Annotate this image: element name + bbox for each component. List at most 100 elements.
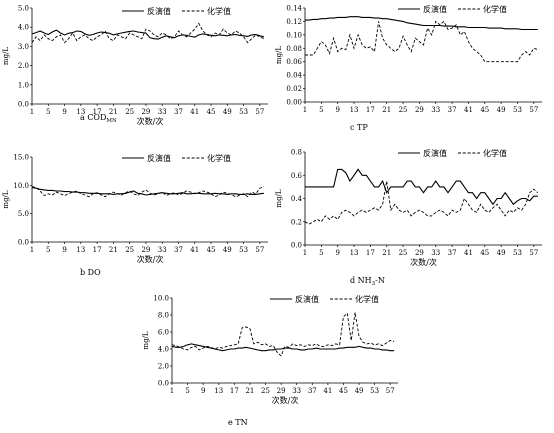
y-tick-label: 0.06 <box>286 58 302 66</box>
series-line-inversion <box>305 168 538 206</box>
x-tick-label: 9 <box>62 108 66 116</box>
legend: 反演值 化学值 <box>398 148 507 158</box>
x-tick-label: 37 <box>174 246 183 254</box>
x-tick-label: 29 <box>141 246 150 254</box>
panel-caption: e TN <box>228 418 248 427</box>
panel-caption: b DO <box>80 268 101 277</box>
panel-caption: c TP <box>350 123 368 132</box>
x-tick-label: 29 <box>277 387 286 395</box>
x-tick-label: 57 <box>255 246 264 254</box>
x-axis-label: 次数/次 <box>137 116 164 126</box>
series-line-chemical <box>31 22 265 44</box>
panel-caption: d NH3-N <box>350 276 385 287</box>
y-tick-label: 8.0 <box>158 312 169 320</box>
x-tick-label: 33 <box>158 246 167 254</box>
x-tick-label: 45 <box>480 249 489 257</box>
y-axis-label: mg/L <box>2 47 10 65</box>
legend: 反演值 化学值 <box>398 4 507 14</box>
x-tick-label: 25 <box>399 249 408 257</box>
x-tick-label: 5 <box>46 246 50 254</box>
x-tick-label: 9 <box>335 106 339 114</box>
x-tick-label: 9 <box>201 387 205 395</box>
x-tick-label: 17 <box>93 246 102 254</box>
x-tick-label: 17 <box>230 387 239 395</box>
panel-caption: a CODMN <box>80 113 117 124</box>
legend-label-inversion: 反演值 <box>423 148 447 158</box>
x-tick-label: 53 <box>513 106 522 114</box>
caption-subscript: MN <box>106 118 117 124</box>
caption-subscript: 3 <box>372 281 376 287</box>
legend-label-chemical: 化学值 <box>483 4 507 14</box>
y-tick-label: 0.6 <box>291 172 303 180</box>
x-tick-label: 57 <box>255 108 264 116</box>
x-tick-label: 33 <box>431 249 440 257</box>
y-axis-label: mg/L <box>2 190 10 208</box>
x-tick-label: 21 <box>245 387 254 395</box>
x-tick-label: 1 <box>303 106 307 114</box>
caption-letter: d <box>350 276 358 285</box>
x-tick-label: 45 <box>207 108 216 116</box>
y-tick-label: 0.04 <box>286 72 302 80</box>
y-tick-label: 0.8 <box>291 149 302 157</box>
y-tick-label: 5.0 <box>18 210 29 218</box>
y-tick-label: 4.0 <box>158 346 169 354</box>
y-tick-label: 0.0 <box>291 242 302 250</box>
chart-a: 0.0 1.0 2.0 3.0 4.0 5.0 1 5 9 13 17 21 25 29 33 37 41 45 4… <box>2 5 268 126</box>
x-tick-label: 45 <box>480 106 489 114</box>
legend: 反演值 化学值 <box>122 6 231 16</box>
x-tick-label: 1 <box>303 249 307 257</box>
x-tick-label: 41 <box>190 108 199 116</box>
x-tick-label: 41 <box>190 246 199 254</box>
y-tick-label: 0.0 <box>18 101 29 109</box>
caption-letter: e <box>228 418 235 427</box>
caption-letter: a <box>80 113 87 122</box>
y-tick-label: 10.0 <box>13 182 29 190</box>
x-tick-label: 53 <box>513 249 522 257</box>
x-tick-label: 13 <box>76 108 85 116</box>
series-line-chemical <box>305 20 539 63</box>
x-tick-label: 21 <box>109 108 118 116</box>
caption-text: DO <box>88 268 101 277</box>
x-tick-label: 57 <box>529 106 538 114</box>
series-line-chemical <box>304 181 539 225</box>
x-tick-label: 13 <box>214 387 223 395</box>
x-tick-label: 21 <box>109 246 118 254</box>
series-line-chemical <box>171 312 395 357</box>
legend: 反演值 化学值 <box>122 153 231 163</box>
x-tick-label: 41 <box>464 249 473 257</box>
caption-text: TP <box>357 123 368 132</box>
caption-text: TN <box>235 418 247 427</box>
y-tick-label: 0.2 <box>291 218 302 226</box>
x-tick-label: 45 <box>207 246 216 254</box>
x-tick-label: 49 <box>223 108 232 116</box>
caption-text: NH <box>358 276 372 285</box>
x-tick-label: 1 <box>170 387 174 395</box>
x-tick-label: 33 <box>431 106 440 114</box>
x-tick-label: 5 <box>46 108 50 116</box>
x-tick-label: 25 <box>125 246 134 254</box>
legend-label-chemical: 化学值 <box>207 6 231 16</box>
x-tick-label: 33 <box>292 387 301 395</box>
x-tick-label: 49 <box>497 106 506 114</box>
x-tick-label: 17 <box>366 106 375 114</box>
x-tick-label: 13 <box>350 106 359 114</box>
x-axis-label: 次数/次 <box>137 254 164 264</box>
x-tick-label: 9 <box>335 249 339 257</box>
series-line-inversion <box>31 187 264 196</box>
caption-letter: c <box>350 123 357 132</box>
caption-letter: b <box>80 268 88 277</box>
y-tick-label: 0.10 <box>286 31 302 39</box>
x-tick-label: 9 <box>62 246 66 254</box>
x-tick-label: 37 <box>448 249 457 257</box>
y-tick-label: 0.12 <box>286 18 302 26</box>
series-line-inversion <box>305 16 538 31</box>
x-tick-label: 37 <box>308 387 317 395</box>
x-tick-label: 49 <box>223 246 232 254</box>
x-tick-label: 53 <box>239 108 248 116</box>
x-tick-label: 17 <box>366 249 375 257</box>
legend-label-inversion: 反演值 <box>423 4 447 14</box>
x-tick-label: 25 <box>125 108 134 116</box>
x-tick-label: 41 <box>323 387 332 395</box>
x-axis-label: 次数/次 <box>272 395 299 405</box>
x-tick-label: 37 <box>448 106 457 114</box>
